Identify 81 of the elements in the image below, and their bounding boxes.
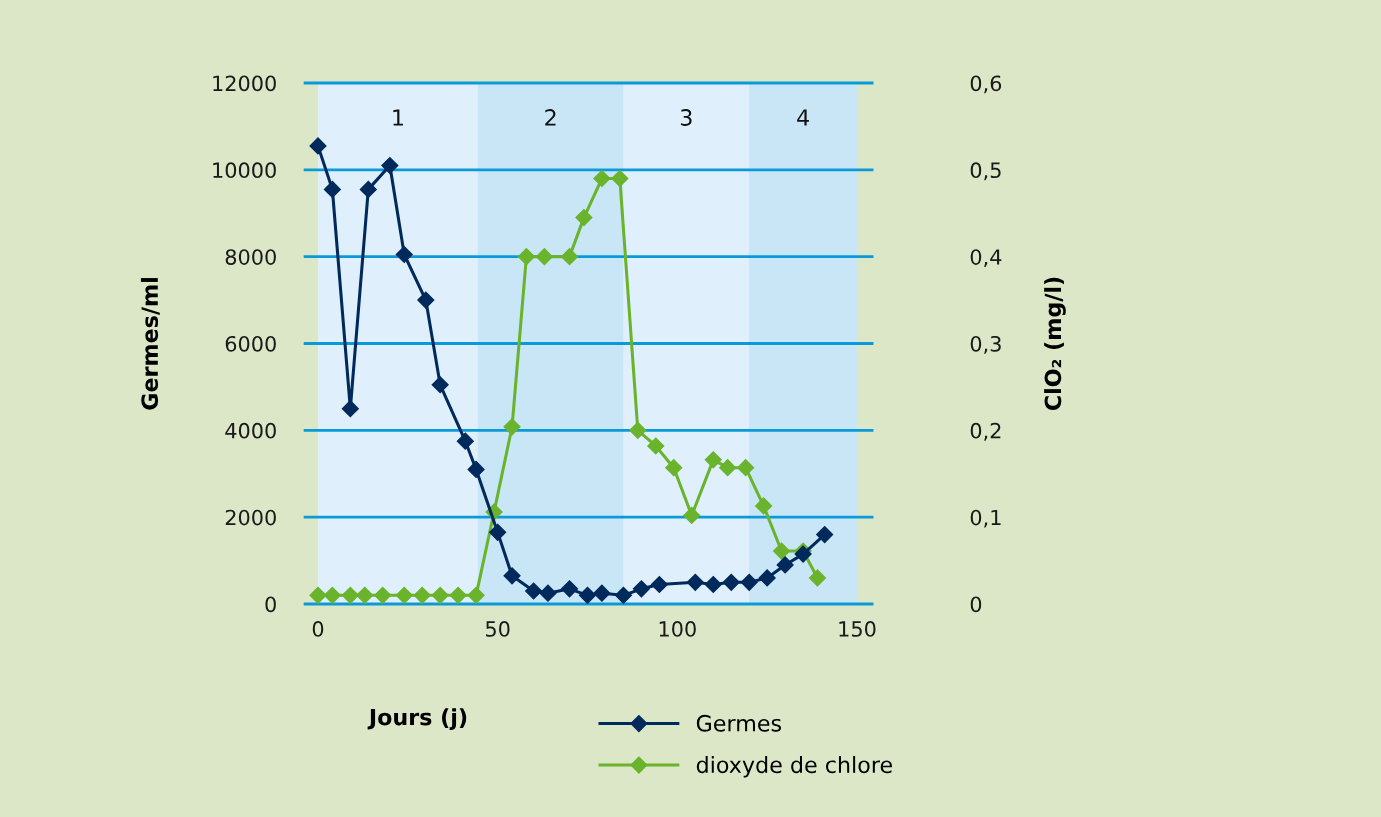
point [467,460,485,478]
point [665,459,683,477]
legend-label: Germes [696,714,782,732]
x-axis-title: Jours (j) [367,708,467,730]
point [808,569,827,587]
point [719,459,737,477]
band-label: 1 [393,109,403,126]
point [489,523,507,541]
x-tick-label: 0 [312,621,324,637]
point [503,418,521,436]
point [611,169,629,188]
point [395,586,413,604]
point [593,169,611,188]
point [647,437,665,455]
point [539,584,557,602]
point [737,459,755,477]
point [575,209,593,227]
point [593,584,611,602]
x-tick-label: 100 [659,621,696,637]
point [431,586,449,604]
point [632,580,650,598]
point [722,573,740,591]
point [816,525,834,544]
point [686,573,704,591]
y-tick-label: 6000 [225,335,276,352]
point [417,291,435,309]
point [758,569,776,587]
y-tick-label: 4000 [225,422,276,439]
y2-axis-title: ClO₂ (mg/l) [1044,277,1066,411]
point [356,586,374,604]
point [614,586,632,604]
y2-tick-label: 0,3 [970,335,1001,354]
band-label: 3 [680,109,692,126]
point [517,248,535,266]
y-tick-label: 10000 [213,162,276,179]
y-tick-label: 12000 [213,75,276,92]
point [456,432,474,450]
point [772,542,791,560]
point [341,400,359,418]
point [503,567,521,585]
point [578,586,597,604]
band-label: 4 [797,109,809,126]
point [323,180,341,198]
point [395,245,413,264]
x-tick-label: 150 [839,621,876,637]
point [323,586,341,604]
x-tick-label: 50 [486,621,510,637]
y-axis-title: Germes/ml [140,278,160,410]
point [629,421,647,439]
point [650,575,668,594]
y2-tick-label: 0,6 [970,75,1002,94]
point [359,180,377,198]
legend-label: dioxyde de chlore [696,755,892,778]
point [683,506,701,524]
point [413,586,431,604]
point [431,376,449,394]
point [776,556,794,574]
point [740,573,758,591]
band-label: 2 [545,109,556,126]
point [525,582,543,600]
y2-tick-label: 0 [970,596,982,613]
y-tick-label: 8000 [225,249,276,265]
point [560,248,579,266]
point [309,586,327,604]
point [374,586,392,604]
point [704,575,722,594]
y2-tick-label: 0,1 [970,509,1001,528]
point [381,156,399,175]
point [341,586,359,604]
y2-tick-label: 0,2 [970,422,1001,441]
point [560,580,579,598]
point [535,248,553,266]
point [755,497,773,515]
point [449,586,467,604]
point [309,137,327,155]
point [467,586,485,604]
y2-tick-label: 0,4 [970,249,1002,268]
y-tick-label: 2000 [225,509,276,526]
y-tick-label: 0 [265,596,276,613]
point [704,451,722,469]
y2-tick-label: 0,5 [970,162,1001,181]
